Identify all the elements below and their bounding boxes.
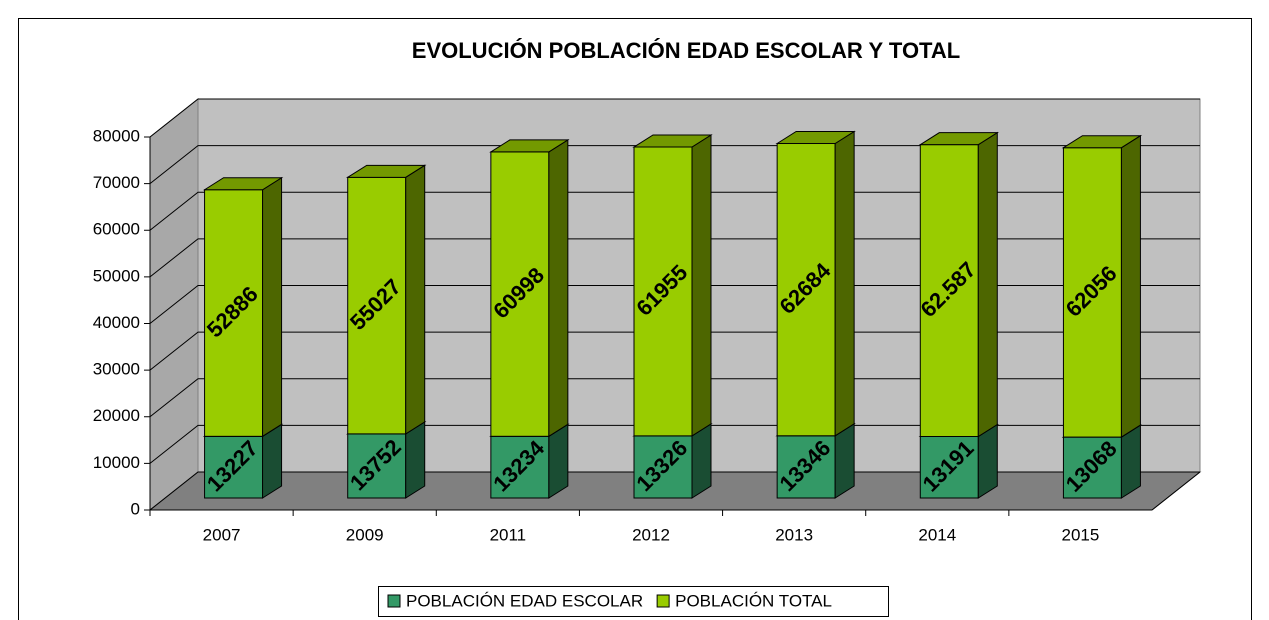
grid-line (149, 191, 1200, 231)
y-tick-label: 30000 (93, 360, 140, 379)
grid-line (149, 238, 1200, 278)
legend-swatch (656, 594, 670, 608)
bar-side (1120, 424, 1141, 499)
grid-line (149, 145, 1200, 185)
y-tick-label: 60000 (93, 220, 140, 239)
x-tick-label: 2014 (918, 525, 956, 544)
bar-side (548, 138, 569, 438)
bar (490, 435, 550, 499)
legend-box (378, 586, 889, 617)
bar-side (548, 423, 569, 499)
bar-top (918, 132, 1000, 146)
bar-side (405, 420, 426, 499)
bar (1062, 147, 1122, 438)
bar-segment (775, 130, 856, 437)
bar-side (834, 130, 855, 437)
chart-title: EVOLUCIÓN POBLACIÓN EDAD ESCOLAR Y TOTAL (412, 38, 960, 63)
bar-side (691, 134, 712, 437)
bar-segment (918, 131, 1000, 438)
bar-side (262, 423, 283, 499)
grid-line (149, 331, 1200, 371)
x-tick-label: 2011 (490, 525, 527, 544)
y-tick-label: 20000 (93, 406, 140, 425)
bar-top (345, 164, 427, 178)
bar-side (977, 131, 998, 438)
grid-line (149, 471, 1200, 511)
bar-top (1061, 135, 1143, 149)
x-tick-label: 2012 (632, 525, 670, 544)
grid-line (149, 378, 1200, 418)
bar-top (775, 131, 856, 145)
bar-top (489, 139, 570, 153)
y-tick-label: 0 (131, 499, 140, 518)
grid-line (149, 98, 1200, 138)
bar-top (632, 134, 713, 148)
x-tick-label: 2013 (775, 525, 813, 544)
y-tick-label: 50000 (93, 266, 140, 285)
bar-side (834, 422, 855, 499)
bar-side (977, 423, 998, 499)
y-tick-label: 80000 (93, 126, 140, 145)
legend-swatch (387, 594, 401, 608)
grid-line (149, 424, 1200, 464)
y-tick-label: 70000 (93, 173, 140, 192)
x-tick-label: 2015 (1062, 525, 1100, 544)
legend-label: POBLACIÓN EDAD ESCOLAR (406, 591, 643, 610)
bar-segment (489, 138, 570, 438)
legend: POBLACIÓN EDAD ESCOLAR POBLACIÓN TOTAL (378, 586, 889, 617)
bar (776, 143, 836, 437)
grid-line (149, 285, 1200, 324)
bar-top (202, 177, 284, 191)
legend-label: POBLACIÓN TOTAL (675, 591, 832, 610)
bar-segment (345, 164, 427, 435)
bar-side (1120, 134, 1141, 438)
y-tick-label: 40000 (93, 313, 140, 332)
bar-segment (202, 176, 284, 438)
bar-side (405, 164, 426, 435)
bar-segment (632, 134, 713, 437)
x-tick-label: 2007 (203, 525, 241, 544)
y-tick-label: 10000 (93, 453, 140, 472)
bar (633, 435, 693, 499)
x-tick-label: 2009 (346, 525, 384, 544)
bar-segment (1061, 134, 1143, 438)
floor-edge (1151, 471, 1201, 511)
bar (776, 435, 836, 499)
bar-side (262, 176, 283, 438)
bar-side (691, 422, 712, 499)
